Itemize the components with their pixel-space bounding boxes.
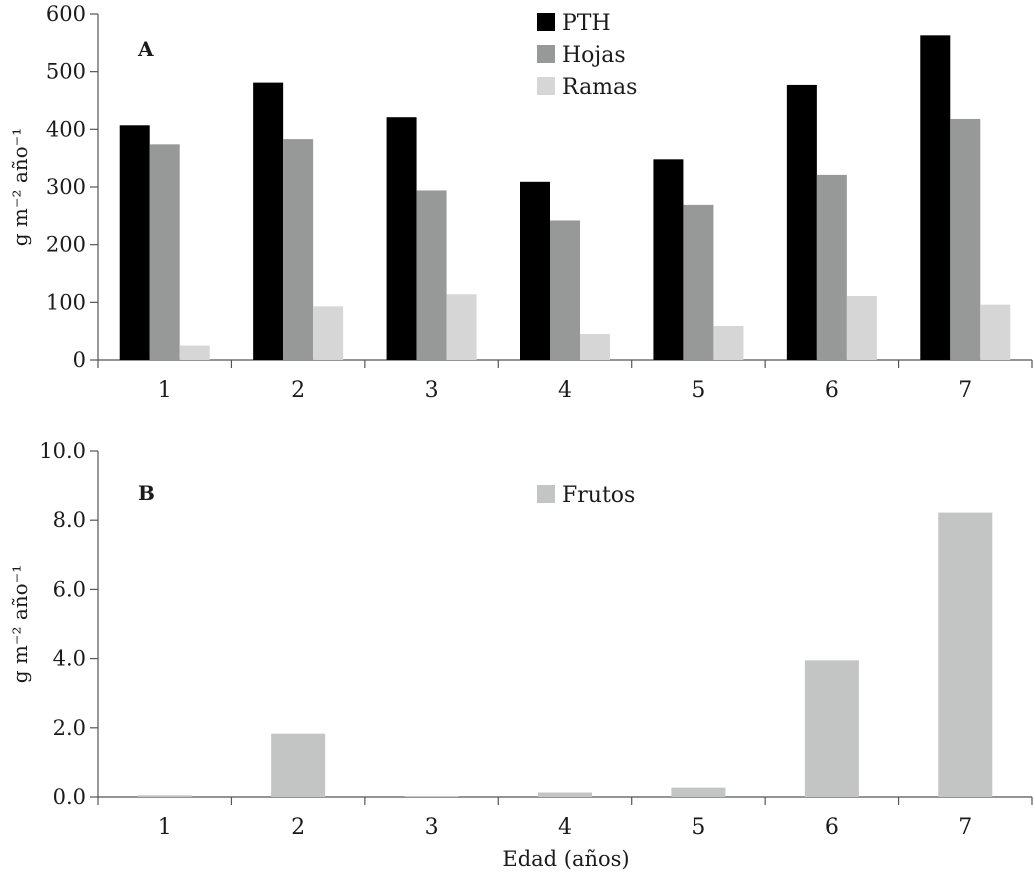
panel-b-bars bbox=[137, 512, 993, 797]
panel-a-bars bbox=[119, 35, 1011, 361]
panel-b: B g m⁻² año⁻¹ Edad (años) 0.0 2.0 4.0 6.0 8.… bbox=[8, 439, 1033, 871]
panel-a-x-tick-label: 4 bbox=[558, 378, 572, 403]
panel-a-x-tick-label: 1 bbox=[158, 378, 172, 403]
bar-frutos-1 bbox=[137, 795, 192, 797]
panel-a-y-tick-label: 300 bbox=[46, 175, 86, 199]
panel-b-y-tick-label: 0.0 bbox=[53, 785, 86, 809]
bar-pth-3 bbox=[386, 117, 417, 361]
legend-swatch-ramas bbox=[537, 77, 555, 95]
bar-pth-1 bbox=[119, 125, 150, 361]
panel-a-y-tick-label: 600 bbox=[46, 2, 86, 26]
panel-a-y-tick-label: 500 bbox=[46, 60, 86, 84]
panel-b-y-tick-label: 6.0 bbox=[53, 577, 86, 601]
panel-a-x-tick-label: 7 bbox=[958, 378, 972, 403]
bar-ramas-6 bbox=[846, 295, 877, 360]
legend-swatch-frutos bbox=[537, 485, 555, 503]
bar-ramas-4 bbox=[580, 334, 610, 360]
bar-ramas-2 bbox=[313, 306, 344, 360]
panel-a-y-tick-label: 100 bbox=[46, 290, 86, 314]
panel-b-y-tick-label: 10.0 bbox=[39, 439, 86, 463]
bar-hojas-5 bbox=[683, 204, 714, 360]
panel-b-legend: Frutos bbox=[537, 483, 635, 508]
panel-b-x-tick-label: 5 bbox=[691, 815, 705, 840]
bar-ramas-5 bbox=[713, 325, 744, 360]
panel-a-x-tick-label: 5 bbox=[691, 378, 705, 403]
legend-label-frutos: Frutos bbox=[562, 483, 635, 508]
panel-b-label: B bbox=[138, 481, 155, 505]
legend-swatch-hojas bbox=[537, 45, 555, 63]
bar-pth-5 bbox=[653, 159, 684, 360]
bar-ramas-1 bbox=[179, 345, 210, 360]
bar-pth-2 bbox=[253, 82, 284, 360]
panel-b-x-tick-label: 3 bbox=[425, 815, 439, 840]
panel-b-x-tick-label: 4 bbox=[558, 815, 572, 840]
panel-a-label: A bbox=[137, 37, 154, 61]
legend-label-pth: PTH bbox=[562, 11, 611, 36]
panel-b-axes: 0.0 2.0 4.0 6.0 8.0 10.0 1 2 3 4 5 6 7 bbox=[39, 439, 1033, 840]
panel-a-y-tick-label: 400 bbox=[46, 117, 86, 141]
legend-label-ramas: Ramas bbox=[562, 75, 637, 100]
bar-frutos-4 bbox=[538, 792, 592, 797]
panel-b-y-tick-label: 8.0 bbox=[53, 508, 86, 532]
panel-b-x-tick-label: 7 bbox=[958, 815, 972, 840]
panel-a-y-axis-label: g m⁻² año⁻¹ bbox=[8, 128, 32, 246]
bar-frutos-7 bbox=[938, 512, 993, 797]
bar-hojas-1 bbox=[149, 144, 180, 360]
bar-hojas-6 bbox=[816, 174, 847, 360]
bar-hojas-2 bbox=[283, 139, 314, 360]
panel-b-y-axis-label: g m⁻² año⁻¹ bbox=[8, 565, 32, 683]
panel-a-axes: 0 100 200 300 400 500 600 1 2 3 4 5 6 7 bbox=[46, 2, 1033, 403]
bar-ramas-7 bbox=[980, 304, 1011, 360]
panel-a: A g m⁻² año⁻¹ 0 100 200 300 400 500 600 1 2 3 4 5 6 7… bbox=[8, 2, 1033, 403]
bar-frutos-3 bbox=[404, 796, 459, 797]
bar-frutos-5 bbox=[671, 787, 726, 797]
panel-a-legend: PTH Hojas Ramas bbox=[537, 11, 637, 100]
bar-pth-7 bbox=[920, 35, 951, 360]
panel-b-y-tick-label: 4.0 bbox=[53, 647, 86, 671]
legend-label-hojas: Hojas bbox=[562, 43, 626, 68]
panel-a-y-tick-label: 200 bbox=[46, 233, 86, 257]
panel-a-x-tick-label: 2 bbox=[291, 378, 305, 403]
bar-frutos-2 bbox=[271, 733, 326, 797]
panel-a-x-tick-label: 3 bbox=[425, 378, 439, 403]
panel-b-y-tick-label: 2.0 bbox=[53, 716, 86, 740]
bar-frutos-6 bbox=[804, 660, 859, 797]
bar-hojas-3 bbox=[416, 190, 447, 360]
legend-swatch-pth bbox=[537, 13, 555, 31]
x-axis-label: Edad (años) bbox=[502, 847, 629, 871]
panel-b-x-tick-label: 2 bbox=[291, 815, 305, 840]
bar-pth-4 bbox=[520, 181, 550, 360]
bar-hojas-4 bbox=[550, 220, 580, 360]
panel-b-x-tick-label: 6 bbox=[825, 815, 839, 840]
panel-a-y-tick-label: 0 bbox=[73, 348, 86, 372]
bar-ramas-3 bbox=[446, 294, 477, 360]
bar-pth-6 bbox=[786, 84, 817, 361]
bar-hojas-7 bbox=[950, 118, 981, 360]
panel-a-x-tick-label: 6 bbox=[825, 378, 839, 403]
panel-b-x-tick-label: 1 bbox=[158, 815, 172, 840]
